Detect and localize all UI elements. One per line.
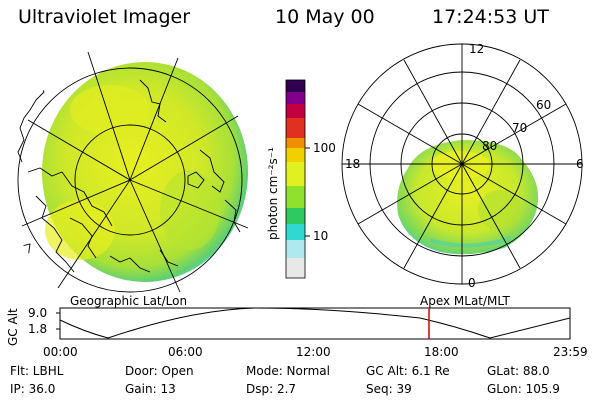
instrument-title: Ultraviolet Imager (18, 6, 191, 28)
colorbar-seg-11 (286, 80, 305, 92)
image-date: 10 May 00 (275, 6, 375, 28)
altitude-curve (59, 307, 571, 339)
colorbar-seg-9 (286, 104, 305, 118)
geographic-image (5, 51, 255, 305)
info-gc-alt: GC Alt: 6.1 Re (366, 364, 450, 378)
timeline-tick-4: 23:59 (553, 345, 588, 359)
colorbar-seg-10 (286, 92, 305, 104)
colorbar-seg-4 (286, 186, 305, 208)
info-filter: Flt: LBHL (10, 364, 64, 378)
colorbar-tick-10: 10 (313, 229, 329, 243)
info-gain: Gain: 13 (125, 382, 176, 396)
mlat-label-60: 60 (536, 98, 552, 112)
colorbar-seg-7 (286, 138, 305, 148)
geographic-grid (5, 51, 255, 305)
timeline-axis-label: GC Alt (6, 308, 20, 346)
altitude-timeline (56, 307, 571, 340)
colorbar-seg-8 (286, 118, 305, 138)
colorbar-tick-100: 100 (313, 141, 336, 155)
info-mode: Mode: Normal (246, 364, 330, 378)
mlt-label-18: 18 (345, 157, 361, 171)
colorbar-seg-3 (286, 208, 305, 224)
mlt-label-0: 0 (468, 276, 476, 290)
info-door: Door: Open (125, 364, 194, 378)
info-glon: GLon: 105.9 (487, 382, 560, 396)
timeline-y-bottom: 1.8 (28, 322, 48, 336)
colorbar-seg-1 (286, 240, 305, 258)
timeline-y-top: 9.0 (28, 306, 48, 320)
info-dsp: Dsp: 2.7 (246, 382, 297, 396)
polar-grid (341, 43, 583, 285)
info-seq: Seq: 39 (366, 382, 412, 396)
info-ip: IP: 36.0 (10, 382, 56, 396)
colorbar-seg-2 (286, 224, 305, 240)
colorbar-seg-0 (286, 258, 305, 278)
info-glat: GLat: 88.0 (487, 364, 550, 378)
colorbar-seg-5 (286, 162, 305, 186)
timeline-left-caption: Geographic Lat/Lon (70, 294, 188, 308)
mlt-label-6: 6 (576, 157, 584, 171)
timeline-right-caption: Apex MLat/MLT (420, 294, 510, 308)
timeline-tick-1: 06:00 (168, 345, 203, 359)
color-scale-bar (285, 79, 310, 279)
colorbar-unit-label: photon cm⁻²s⁻¹ (266, 147, 280, 240)
colorbar-seg-6 (286, 148, 305, 162)
mlat-label-70: 70 (512, 121, 528, 135)
polar-plot (341, 43, 583, 285)
image-time: 17:24:53 UT (432, 6, 549, 28)
timeline-tick-0: 00:00 (43, 345, 78, 359)
timeline-tick-2: 12:00 (296, 345, 331, 359)
mlat-label-80: 80 (482, 139, 498, 153)
timeline-tick-3: 18:00 (424, 345, 459, 359)
mlt-label-12: 12 (469, 42, 485, 56)
